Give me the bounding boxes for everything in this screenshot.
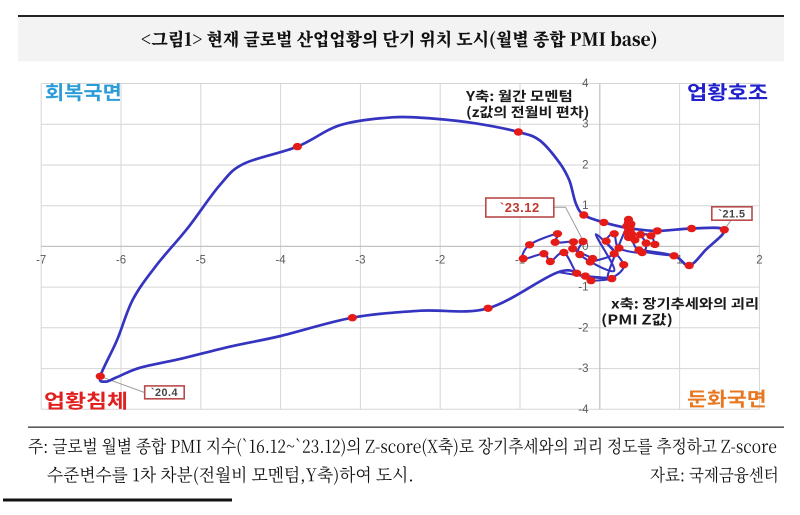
svg-text:-4: -4 [275,254,286,266]
svg-text:`23.12: `23.12 [500,200,540,215]
svg-text:-1: -1 [578,282,588,294]
svg-text:`20.4: `20.4 [151,387,178,399]
svg-text:2: 2 [582,160,588,172]
svg-text:-3: -3 [355,254,365,266]
svg-text:4: 4 [582,78,589,90]
svg-text:0: 0 [582,241,588,253]
svg-text:`21.5: `21.5 [718,208,745,220]
svg-text:-7: -7 [36,254,46,266]
svg-text:-2: -2 [435,254,445,266]
svg-text:-6: -6 [116,254,126,266]
svg-text:-4: -4 [578,404,589,416]
svg-text:-5: -5 [196,254,206,266]
svg-text:-2: -2 [578,322,588,334]
svg-text:2: 2 [756,254,762,266]
svg-text:-3: -3 [578,363,588,375]
svg-text:1: 1 [582,200,588,212]
svg-text:3: 3 [582,119,588,131]
